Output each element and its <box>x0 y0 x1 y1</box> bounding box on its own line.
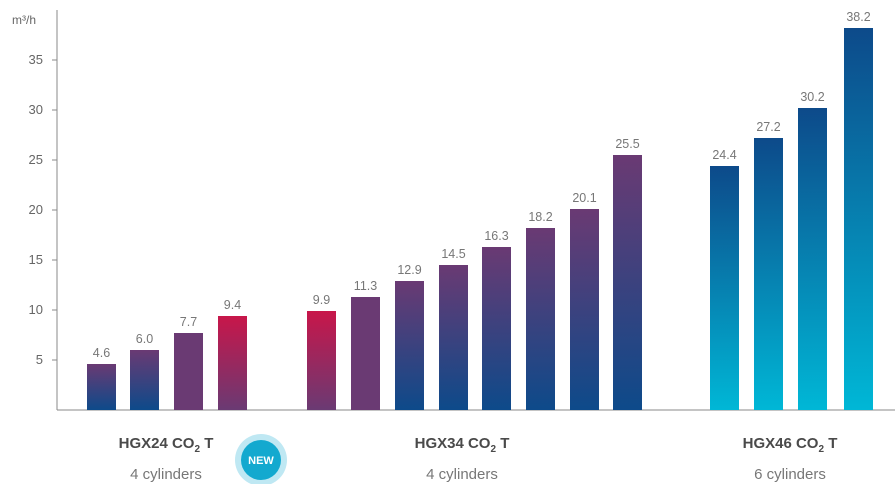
bar <box>439 265 468 410</box>
bar-value-label: 24.4 <box>712 148 736 162</box>
bar-value-label: 18.2 <box>528 210 552 224</box>
bar <box>526 228 555 410</box>
bar <box>395 281 424 410</box>
bar-value-label: 7.7 <box>180 315 197 329</box>
bar-value-label: 6.0 <box>136 332 153 346</box>
new-badge-label: NEW <box>248 455 274 467</box>
bar-value-label: 9.4 <box>224 298 241 312</box>
bar <box>307 311 336 410</box>
bar <box>570 209 599 410</box>
y-tick-label: 25 <box>29 152 43 167</box>
y-tick-label: 30 <box>29 102 43 117</box>
bar <box>351 297 380 410</box>
bar-value-label: 25.5 <box>615 137 639 151</box>
labels: m³/h 5 10 15 20 25 30 35 4.6 6.0 7.7 9.4 HGX24 CO2 T… <box>12 10 871 486</box>
bar <box>130 350 159 410</box>
bar <box>798 108 827 410</box>
bar <box>87 364 116 410</box>
bar-value-label: 27.2 <box>756 120 780 134</box>
y-tick-label: 10 <box>29 302 43 317</box>
bar <box>844 28 873 410</box>
bar <box>218 316 247 410</box>
bar <box>754 138 783 410</box>
bar-value-label: 20.1 <box>572 191 596 205</box>
group-title: HGX24 CO2 T <box>119 435 214 455</box>
bar-value-label: 14.5 <box>441 247 465 261</box>
group-title: HGX34 CO2 T <box>415 435 510 455</box>
bar-value-label: 30.2 <box>800 90 824 104</box>
bar-value-label: 16.3 <box>484 229 508 243</box>
y-axis-unit-label: m³/h <box>12 13 36 27</box>
bar <box>174 333 203 410</box>
bar-value-label: 12.9 <box>397 263 421 277</box>
bars <box>87 28 873 410</box>
y-tick-label: 20 <box>29 202 43 217</box>
bar-value-label: 4.6 <box>93 346 110 360</box>
y-tick-label: 15 <box>29 252 43 267</box>
bar <box>710 166 739 410</box>
bar-value-label: 9.9 <box>313 293 330 307</box>
group-subtitle: 4 cylinders <box>426 466 498 483</box>
group-title: HGX46 CO2 T <box>743 435 838 455</box>
group-subtitle: 6 cylinders <box>754 466 826 483</box>
bar-value-label: 38.2 <box>846 10 870 24</box>
bar <box>482 247 511 410</box>
y-tick-label: 35 <box>29 52 43 67</box>
group-subtitle: 4 cylinders <box>130 466 202 483</box>
bar-value-label: 11.3 <box>354 279 377 293</box>
new-badge <box>241 440 281 480</box>
bar <box>613 155 642 410</box>
y-tick-label: 5 <box>36 352 43 367</box>
